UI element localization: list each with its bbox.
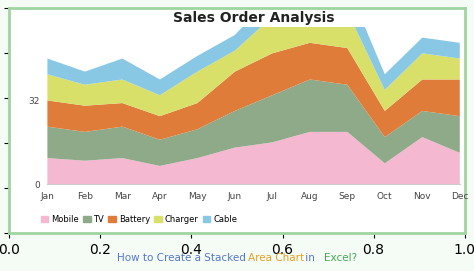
Text: in: in — [302, 253, 319, 263]
Legend: Mobile, TV, Battery, Charger, Cable: Mobile, TV, Battery, Charger, Cable — [37, 212, 240, 228]
Title: Sales Order Analysis: Sales Order Analysis — [173, 11, 334, 25]
Text: Area Chart: Area Chart — [248, 253, 304, 263]
Text: How to Create a Stacked: How to Create a Stacked — [117, 253, 249, 263]
Text: Excel?: Excel? — [324, 253, 357, 263]
